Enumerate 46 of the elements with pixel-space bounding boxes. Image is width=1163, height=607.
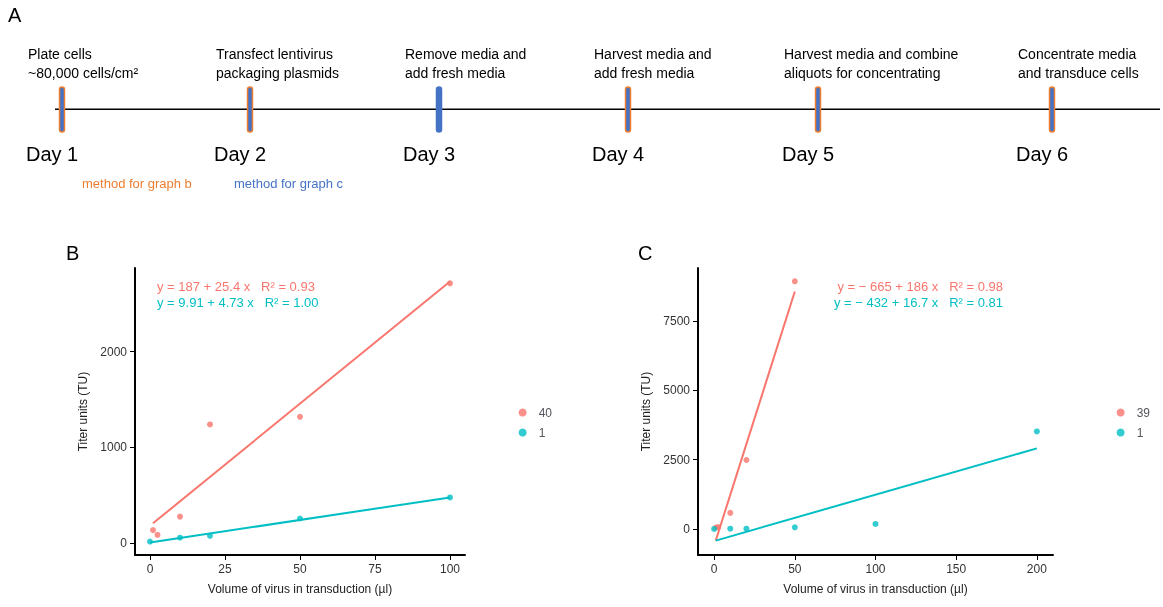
x-axis-title: Volume of virus in transduction (µl) [783, 582, 968, 596]
text: Harvest media and add fresh media [594, 45, 712, 83]
text: Transfect lentivirus packaging plasmids [216, 45, 339, 83]
y-tick-label: 2500 [663, 452, 691, 467]
y-tick-label: 7500 [663, 314, 691, 329]
x-tick-label: 100 [439, 562, 461, 576]
x-tick-label: 200 [1026, 562, 1048, 576]
x-tick-label: 0 [146, 562, 154, 576]
chart-title: B [66, 242, 80, 265]
legend-label: 1 [538, 425, 546, 440]
annotation: y = − 432 + 16.7 x R² = 0.81 [833, 295, 1003, 310]
text: Plate cells ~80,000 cells/cm² [28, 45, 139, 83]
annotation: y = − 665 + 186 x R² = 0.98 [837, 279, 1003, 294]
category-label: Day 6 [1016, 143, 1069, 166]
category-label: Day 4 [592, 143, 645, 166]
text: Harvest media and combine aliquots for concentrating [784, 45, 959, 83]
chart-title: C [638, 242, 653, 265]
text: method for graph b [82, 176, 192, 191]
text: A [8, 4, 22, 27]
y-axis-title: Titer units (TU) [76, 371, 91, 452]
text: Concentrate media and transduce cells [1018, 45, 1139, 83]
legend-label: 1 [1136, 425, 1144, 440]
y-tick-label: 5000 [663, 383, 691, 398]
annotation: y = 187 + 25.4 x R² = 0.93 [157, 279, 315, 294]
y-tick-label: 2000 [100, 344, 128, 359]
text: method for graph c [234, 176, 344, 191]
x-tick-label: 100 [865, 562, 886, 576]
x-tick-label: 0 [710, 562, 718, 576]
category-label: Day 1 [26, 143, 79, 166]
y-axis-title: Titer units (TU) [639, 371, 654, 452]
category-label: Day 3 [403, 143, 456, 166]
legend-label: 39 [1136, 405, 1151, 420]
text: Remove media and add fresh media [405, 45, 527, 83]
annotation: y = 9.91 + 4.73 x R² = 1.00 [157, 295, 319, 310]
y-tick-label: 0 [120, 536, 128, 551]
x-tick-label: 50 [293, 562, 307, 576]
x-tick-label: 25 [218, 562, 232, 576]
x-tick-label: 75 [368, 562, 382, 576]
y-tick-label: 0 [683, 521, 691, 536]
x-tick-label: 50 [788, 562, 802, 576]
x-axis-title: Volume of virus in transduction (µl) [207, 582, 393, 596]
legend-label: 40 [538, 405, 553, 420]
x-tick-label: 150 [946, 562, 967, 576]
category-label: Day 2 [214, 143, 267, 166]
category-label: Day 5 [782, 143, 835, 166]
y-tick-label: 1000 [100, 440, 128, 455]
